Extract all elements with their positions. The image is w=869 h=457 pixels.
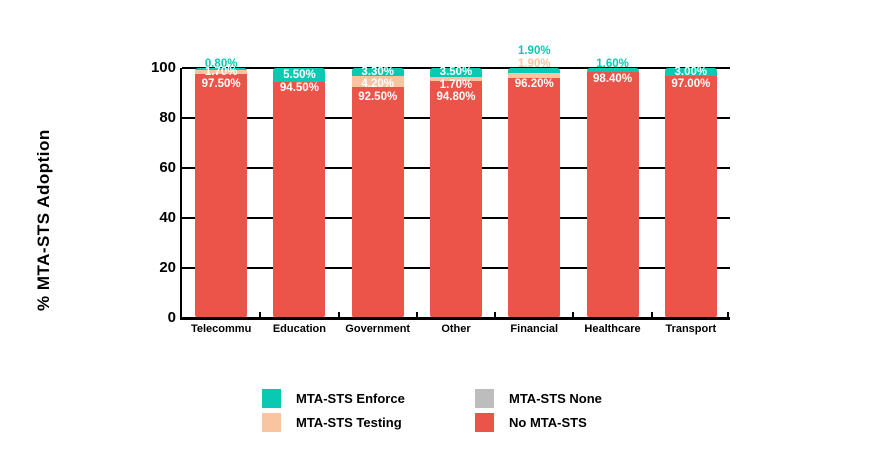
value-label-inside: 4.20% bbox=[361, 78, 395, 91]
x-axis-category-labels: Telecommu Education Government Other Fin… bbox=[182, 323, 730, 335]
x-axis-spine bbox=[180, 317, 730, 320]
bars-container: 0.80% 1.70% 97.50% 5.50% 94.50% 3.30% 4.20% 92.… bbox=[182, 45, 730, 318]
stacked-bar bbox=[351, 68, 404, 318]
bar-group-government: 3.30% 4.20% 92.50% bbox=[339, 65, 417, 318]
stacked-bar bbox=[664, 68, 717, 318]
bar-segment bbox=[195, 68, 248, 70]
value-label-inside: 1.70% bbox=[439, 78, 473, 91]
value-label-inside: 97.50% bbox=[201, 78, 241, 91]
bar-segment bbox=[195, 74, 248, 318]
bar-segment bbox=[351, 76, 404, 87]
bar-group-education: 5.50% 94.50% bbox=[260, 68, 338, 318]
value-label-above: 1.90% bbox=[517, 57, 551, 70]
bar-segment bbox=[664, 75, 717, 318]
x-tick bbox=[650, 312, 653, 318]
bar-segment bbox=[351, 68, 404, 77]
legend-column-2: MTA-STS None No MTA-STS bbox=[475, 389, 602, 432]
stacked-bar bbox=[273, 68, 326, 318]
category-label: Telecommu bbox=[190, 323, 252, 335]
value-label-inside: 3.00% bbox=[674, 65, 708, 78]
bar-group-other: 3.50% 1.70% 94.80% bbox=[417, 66, 495, 318]
bar-segment bbox=[429, 81, 482, 318]
bar-segment bbox=[664, 68, 717, 76]
x-tick bbox=[337, 312, 340, 318]
y-tick-label: 0 bbox=[167, 309, 176, 326]
value-label-inside: 98.40% bbox=[593, 72, 633, 85]
legend-label: MTA-STS Testing bbox=[296, 415, 402, 430]
bar-group-healthcare: 1.60% 98.40% bbox=[573, 58, 651, 318]
legend-swatch-none bbox=[475, 389, 494, 408]
y-axis-spine bbox=[180, 68, 182, 318]
legend-column-1: MTA-STS Enforce MTA-STS Testing bbox=[262, 389, 405, 432]
category-label: Other bbox=[441, 323, 471, 335]
value-label-above: 1.60% bbox=[596, 57, 629, 70]
y-axis-title: % MTA-STS Adoption bbox=[34, 129, 53, 311]
x-tick bbox=[415, 312, 418, 318]
stacked-bar bbox=[586, 68, 639, 318]
category-label: Government bbox=[345, 323, 411, 335]
value-label-inside: 1.70% bbox=[204, 65, 238, 78]
category-label: Financial bbox=[510, 323, 559, 335]
bar-segment bbox=[508, 68, 561, 73]
bar-segment bbox=[586, 68, 639, 72]
value-label-inside: 94.80% bbox=[436, 91, 476, 104]
legend-item-no-mta-sts: No MTA-STS bbox=[475, 413, 602, 432]
legend-item-none: MTA-STS None bbox=[475, 389, 602, 408]
stacked-bar bbox=[195, 68, 248, 318]
category-label: Education bbox=[272, 323, 326, 335]
bar-group-financial: 1.90% 1.90% 96.20% bbox=[495, 45, 573, 318]
value-label-inside: 92.50% bbox=[358, 90, 398, 103]
value-label-inside: 96.20% bbox=[514, 78, 554, 90]
x-tick bbox=[259, 312, 262, 318]
x-tick bbox=[494, 312, 497, 318]
legend-label: MTA-STS None bbox=[509, 391, 602, 406]
value-label-above: 0.80% bbox=[204, 57, 238, 70]
legend-item-testing: MTA-STS Testing bbox=[262, 413, 405, 432]
value-label-inside: 97.00% bbox=[671, 78, 711, 90]
legend-swatch-testing bbox=[262, 413, 281, 432]
bar-group-telecommu: 0.80% 1.70% 97.50% bbox=[182, 58, 260, 318]
bar-segment bbox=[351, 86, 404, 318]
x-tick bbox=[572, 312, 575, 318]
y-tick-label: 100 bbox=[150, 59, 176, 76]
bar-segment bbox=[273, 68, 326, 82]
bar-group-transport: 3.00% 97.00% bbox=[652, 65, 730, 318]
category-label: Transport bbox=[665, 323, 717, 335]
value-label-inside: 5.50% bbox=[283, 68, 316, 81]
legend-swatch-no-mta-sts bbox=[475, 413, 494, 432]
y-tick-label: 20 bbox=[159, 259, 176, 276]
y-tick-label: 80 bbox=[159, 109, 176, 126]
bar-segment bbox=[429, 76, 482, 81]
legend-item-enforce: MTA-STS Enforce bbox=[262, 389, 405, 408]
value-label-above: 1.90% bbox=[517, 45, 551, 57]
y-tick-label: 60 bbox=[159, 159, 176, 176]
y-tick-label: 40 bbox=[159, 209, 176, 226]
legend-label: MTA-STS Enforce bbox=[296, 391, 405, 406]
value-label-inside: 3.50% bbox=[439, 66, 473, 79]
legend-swatch-enforce bbox=[262, 389, 281, 408]
bar-segment bbox=[273, 81, 326, 318]
bar-segment bbox=[508, 72, 561, 78]
value-label-inside: 3.30% bbox=[361, 65, 395, 78]
stacked-bar bbox=[508, 68, 561, 318]
bar-segment bbox=[429, 68, 482, 77]
stacked-bar bbox=[429, 68, 482, 318]
bar-segment bbox=[195, 70, 248, 75]
bar-segment bbox=[508, 77, 561, 318]
bar-segment bbox=[586, 72, 639, 318]
category-label: Healthcare bbox=[584, 323, 641, 335]
value-label-inside: 94.50% bbox=[279, 82, 319, 95]
plot-area: 0.80% 1.70% 97.50% 5.50% 94.50% 3.30% 4.20% 92.… bbox=[180, 45, 730, 320]
x-tick bbox=[727, 312, 729, 318]
legend-label: No MTA-STS bbox=[509, 415, 587, 430]
